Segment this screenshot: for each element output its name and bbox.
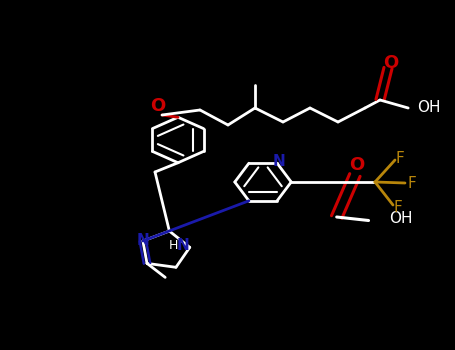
Text: N: N bbox=[273, 154, 286, 169]
Text: F: F bbox=[393, 200, 402, 215]
Text: OH: OH bbox=[389, 211, 413, 226]
Text: O: O bbox=[150, 97, 165, 115]
Text: OH: OH bbox=[417, 100, 441, 115]
Text: N: N bbox=[177, 238, 189, 253]
Text: F: F bbox=[407, 175, 416, 190]
Text: H: H bbox=[169, 239, 178, 252]
Text: O: O bbox=[349, 155, 365, 174]
Text: N: N bbox=[136, 233, 149, 248]
Text: O: O bbox=[383, 54, 398, 72]
Text: F: F bbox=[395, 151, 404, 166]
